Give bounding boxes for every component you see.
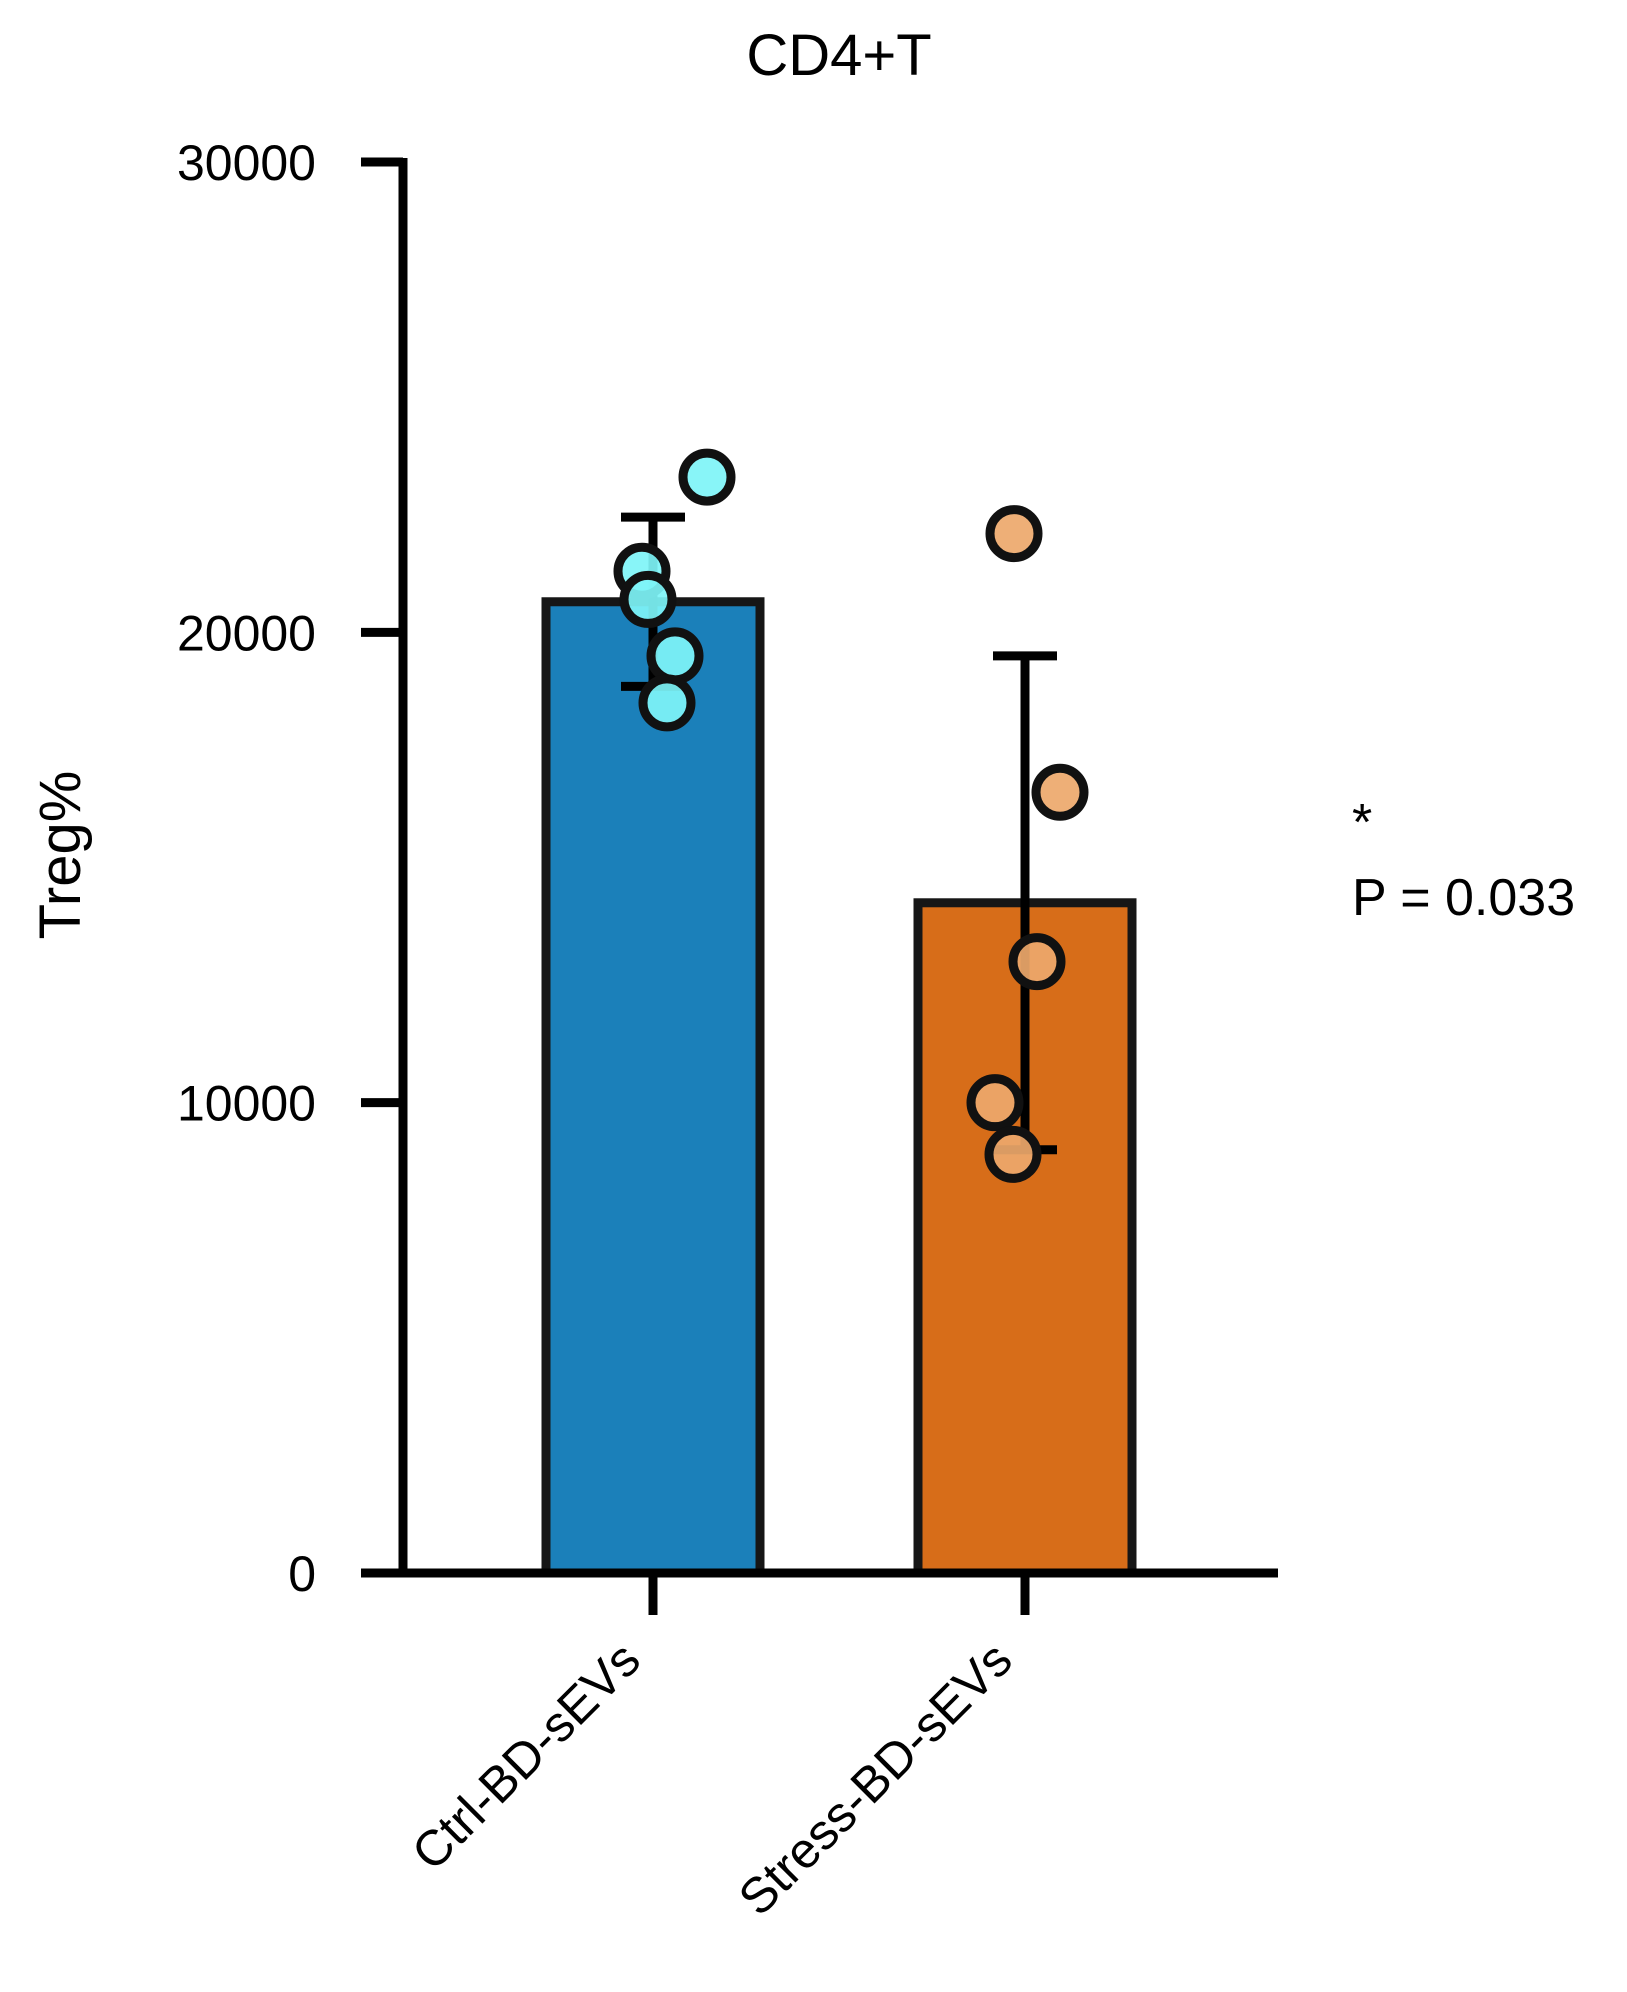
x-tick-label: Ctrl-BD-sEVs xyxy=(401,1631,651,1881)
y-tick-label: 0 xyxy=(288,1546,316,1602)
data-point xyxy=(619,570,677,628)
data-point xyxy=(984,1125,1042,1183)
significance-star: * xyxy=(1352,794,1372,852)
y-tick-label: 30000 xyxy=(177,135,316,191)
bar-ctrl-bd-sevs xyxy=(541,597,765,1578)
data-point xyxy=(678,448,736,506)
data-point xyxy=(1031,763,1089,821)
chart-title: CD4+T xyxy=(746,23,931,88)
p-value-label: P = 0.033 xyxy=(1352,869,1575,927)
data-point xyxy=(1008,933,1066,991)
y-axis-label: Treg% xyxy=(28,771,93,940)
data-point xyxy=(646,627,704,685)
x-tick-label: Stress-BD-sEVs xyxy=(728,1631,1023,1926)
y-tick-label: 10000 xyxy=(177,1076,316,1132)
data-point xyxy=(985,505,1043,563)
data-point xyxy=(966,1074,1024,1132)
data-points-layer xyxy=(613,448,1089,1183)
y-tick-label: 20000 xyxy=(177,605,316,661)
data-point xyxy=(638,674,696,732)
bars-layer xyxy=(541,597,1137,1578)
